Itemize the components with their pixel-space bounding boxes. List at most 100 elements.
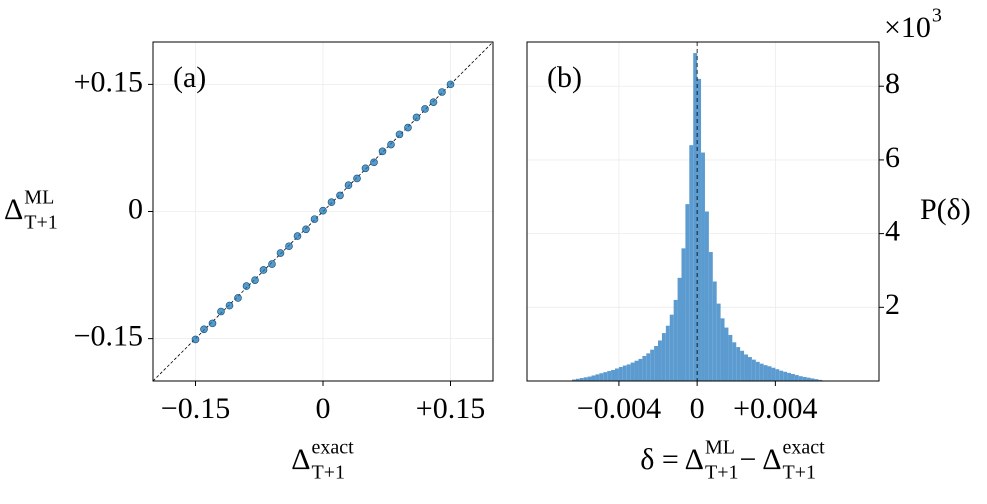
bar (665, 325, 670, 381)
bar (611, 369, 615, 381)
x-tick-label: 0 (690, 392, 705, 425)
bar (626, 364, 631, 381)
x-tick-label: +0.004 (733, 392, 817, 425)
point (429, 98, 438, 106)
bar (579, 378, 584, 381)
point (344, 181, 353, 190)
axis-multiplier-sup: 3 (932, 5, 942, 27)
bar (618, 366, 623, 381)
bar (732, 342, 737, 381)
point (404, 123, 412, 132)
point (378, 147, 387, 156)
bar (798, 376, 803, 381)
bar (704, 211, 709, 381)
y-tick-label: 6 (885, 141, 900, 174)
bar (603, 372, 608, 381)
bar (810, 378, 815, 381)
bar (775, 369, 780, 381)
x-axis-label-sup: ML (705, 437, 735, 459)
plot-frame (152, 41, 494, 382)
bar (751, 359, 756, 381)
x-tick-label: 0 (316, 392, 331, 425)
bar (697, 78, 702, 381)
point (438, 88, 446, 96)
y-tick-label: +0.15 (74, 65, 143, 98)
bar (693, 53, 698, 381)
bar (689, 145, 694, 381)
bar (720, 318, 725, 381)
bar (599, 373, 604, 381)
point (412, 113, 421, 122)
bar (685, 204, 690, 381)
point (336, 191, 344, 200)
bar (818, 379, 823, 381)
x-axis-label-sub: T+1 (705, 462, 739, 484)
point (327, 198, 336, 206)
bar (650, 349, 655, 381)
bar (575, 378, 580, 381)
x-axis-label-base: δ = Δ (640, 443, 704, 476)
bar (736, 347, 741, 381)
bar (755, 361, 760, 381)
point (259, 266, 268, 274)
bar (794, 375, 799, 381)
y-axis-label-sup: ML (24, 187, 54, 209)
y-tick-label: 0 (128, 192, 143, 225)
point (191, 335, 200, 344)
bar (571, 379, 576, 381)
bar (787, 372, 791, 381)
bar (583, 377, 588, 381)
point (319, 206, 327, 215)
point (446, 80, 455, 89)
bar (814, 379, 819, 381)
panel-label: (b) (547, 61, 582, 94)
point (387, 140, 395, 149)
x-axis-label-sup: exact (312, 437, 355, 459)
point (370, 158, 378, 167)
point (310, 215, 319, 223)
point (208, 319, 217, 328)
bar (642, 355, 647, 381)
y-axis-label-base: Δ (4, 193, 23, 226)
bar (728, 334, 733, 381)
y-axis-label-sub: T+1 (24, 212, 58, 234)
axis-multiplier-base: ×10 (884, 11, 931, 44)
y-tick-label: −0.15 (74, 320, 143, 353)
bar (673, 299, 678, 381)
bar (744, 354, 748, 381)
point (268, 260, 276, 268)
point (225, 301, 234, 310)
x-axis-label-sub: T+1 (783, 462, 817, 484)
y-tick-label: 8 (885, 67, 900, 100)
point (242, 282, 251, 290)
bar (677, 277, 682, 381)
point (421, 105, 429, 113)
bar (806, 377, 811, 381)
bar (791, 373, 795, 381)
bar (763, 365, 768, 381)
bar (747, 357, 752, 381)
bar (669, 314, 674, 381)
bar (716, 303, 721, 381)
bar (654, 345, 659, 381)
point (276, 249, 285, 257)
bar (783, 371, 788, 381)
x-axis-label-sup: exact (783, 437, 826, 459)
bar (759, 363, 764, 381)
bar (646, 353, 651, 381)
bar (802, 376, 807, 381)
bar (740, 350, 745, 381)
bar (634, 360, 639, 381)
bar (615, 368, 619, 381)
point (217, 307, 225, 316)
bar (701, 152, 705, 381)
y-tick-label: 2 (885, 288, 900, 321)
point (361, 164, 370, 173)
plot-frame (526, 41, 880, 382)
panel-label: (a) (173, 61, 206, 94)
point (395, 130, 404, 139)
bar (638, 358, 643, 381)
bar (779, 370, 784, 381)
